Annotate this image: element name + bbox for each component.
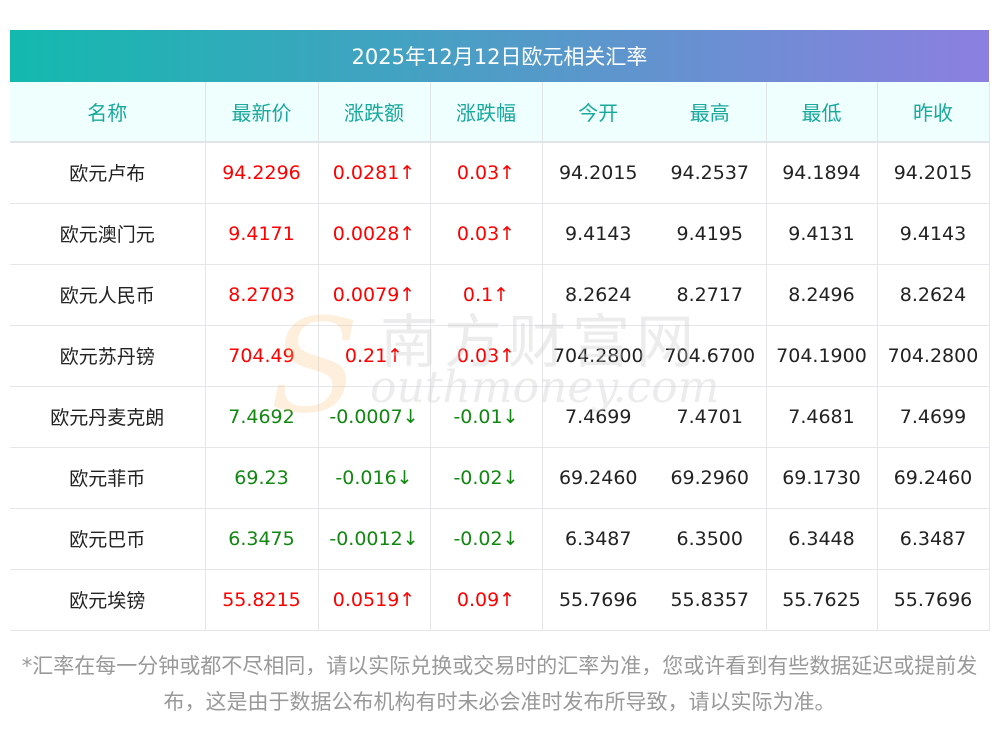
column-header-high: 最高 bbox=[654, 82, 767, 143]
table-row: 欧元菲币 69.23 -0.016↓ -0.02↓ 69.2460 69.2960 69.1… bbox=[10, 447, 990, 509]
table-row: 欧元苏丹镑 704.49 0.21↑ 0.03↑ 704.2800 704.6700 704… bbox=[10, 325, 990, 387]
cell-low: 8.2496 bbox=[766, 264, 878, 326]
cell-prev: 6.3487 bbox=[877, 508, 990, 570]
cell-prev: 8.2624 bbox=[877, 264, 990, 326]
cell-change: 0.21↑ bbox=[318, 325, 431, 387]
table-row: 欧元澳门元 9.4171 0.0028↑ 0.03↑ 9.4143 9.4195 9.413… bbox=[10, 203, 990, 265]
column-header-open: 今开 bbox=[542, 82, 654, 143]
cell-name: 欧元菲币 bbox=[10, 447, 206, 509]
cell-low: 69.1730 bbox=[766, 447, 878, 509]
cell-pct: 0.03↑ bbox=[430, 203, 543, 265]
cell-name: 欧元埃镑 bbox=[10, 569, 206, 631]
cell-prev: 69.2460 bbox=[877, 447, 990, 509]
column-header-low: 最低 bbox=[766, 82, 878, 143]
cell-name: 欧元巴币 bbox=[10, 508, 206, 570]
cell-open: 704.2800 bbox=[542, 325, 654, 387]
cell-low: 704.1900 bbox=[766, 325, 878, 387]
cell-open: 9.4143 bbox=[542, 203, 654, 265]
column-header-price: 最新价 bbox=[205, 82, 319, 143]
cell-low: 9.4131 bbox=[766, 203, 878, 265]
cell-price: 7.4692 bbox=[205, 386, 319, 448]
cell-low: 7.4681 bbox=[766, 386, 878, 448]
cell-open: 94.2015 bbox=[542, 142, 654, 204]
column-header-change: 涨跌额 bbox=[318, 82, 431, 143]
cell-price: 55.8215 bbox=[205, 569, 319, 631]
cell-prev: 7.4699 bbox=[877, 386, 990, 448]
cell-high: 94.2537 bbox=[654, 142, 767, 204]
cell-change: -0.016↓ bbox=[318, 447, 431, 509]
cell-pct: -0.02↓ bbox=[430, 447, 543, 509]
cell-change: 0.0079↑ bbox=[318, 264, 431, 326]
cell-name: 欧元苏丹镑 bbox=[10, 325, 206, 387]
cell-change: -0.0012↓ bbox=[318, 508, 431, 570]
cell-price: 8.2703 bbox=[205, 264, 319, 326]
cell-pct: -0.01↓ bbox=[430, 386, 543, 448]
cell-name: 欧元丹麦克朗 bbox=[10, 386, 206, 448]
table-row: 欧元人民币 8.2703 0.0079↑ 0.1↑ 8.2624 8.2717 8.2496… bbox=[10, 264, 990, 326]
cell-price: 6.3475 bbox=[205, 508, 319, 570]
cell-name: 欧元澳门元 bbox=[10, 203, 206, 265]
cell-prev: 704.2800 bbox=[877, 325, 990, 387]
cell-low: 94.1894 bbox=[766, 142, 878, 204]
cell-prev: 55.7696 bbox=[877, 569, 990, 631]
cell-open: 6.3487 bbox=[542, 508, 654, 570]
cell-high: 9.4195 bbox=[654, 203, 767, 265]
cell-name: 欧元卢布 bbox=[10, 142, 206, 204]
cell-pct: 0.1↑ bbox=[430, 264, 543, 326]
cell-open: 55.7696 bbox=[542, 569, 654, 631]
column-header-name: 名称 bbox=[10, 82, 206, 143]
exchange-rate-table: 名称 最新价 涨跌额 涨跌幅 今开 最高 最低 昨收 欧元卢布 94.2296 0.0281↑ 0.… bbox=[10, 82, 990, 631]
cell-change: 0.0519↑ bbox=[318, 569, 431, 631]
cell-prev: 9.4143 bbox=[877, 203, 990, 265]
cell-pct: -0.02↓ bbox=[430, 508, 543, 570]
cell-high: 8.2717 bbox=[654, 264, 767, 326]
cell-low: 55.7625 bbox=[766, 569, 878, 631]
cell-price: 94.2296 bbox=[205, 142, 319, 204]
table-row: 欧元丹麦克朗 7.4692 -0.0007↓ -0.01↓ 7.4699 7.4701 7.… bbox=[10, 386, 990, 448]
cell-high: 7.4701 bbox=[654, 386, 767, 448]
cell-open: 7.4699 bbox=[542, 386, 654, 448]
cell-high: 6.3500 bbox=[654, 508, 767, 570]
cell-pct: 0.03↑ bbox=[430, 325, 543, 387]
cell-pct: 0.09↑ bbox=[430, 569, 543, 631]
cell-low: 6.3448 bbox=[766, 508, 878, 570]
cell-price: 704.49 bbox=[205, 325, 319, 387]
cell-change: -0.0007↓ bbox=[318, 386, 431, 448]
table-row: 欧元埃镑 55.8215 0.0519↑ 0.09↑ 55.7696 55.8357 55.… bbox=[10, 569, 990, 631]
cell-high: 55.8357 bbox=[654, 569, 767, 631]
cell-high: 69.2960 bbox=[654, 447, 767, 509]
cell-price: 9.4171 bbox=[205, 203, 319, 265]
cell-change: 0.0028↑ bbox=[318, 203, 431, 265]
cell-high: 704.6700 bbox=[654, 325, 767, 387]
disclaimer-note: *汇率在每一分钟或都不尽相同，请以实际兑换或交易时的汇率为准，您或许看到有些数据… bbox=[21, 654, 978, 714]
table-row: 欧元巴币 6.3475 -0.0012↓ -0.02↓ 6.3487 6.3500 6.34… bbox=[10, 508, 990, 570]
cell-pct: 0.03↑ bbox=[430, 142, 543, 204]
table-row: 欧元卢布 94.2296 0.0281↑ 0.03↑ 94.2015 94.2537 94.… bbox=[10, 142, 990, 204]
header-row: 名称 最新价 涨跌额 涨跌幅 今开 最高 最低 昨收 bbox=[10, 82, 990, 143]
cell-prev: 94.2015 bbox=[877, 142, 990, 204]
cell-open: 8.2624 bbox=[542, 264, 654, 326]
cell-name: 欧元人民币 bbox=[10, 264, 206, 326]
column-header-pct: 涨跌幅 bbox=[430, 82, 543, 143]
cell-change: 0.0281↑ bbox=[318, 142, 431, 204]
cell-open: 69.2460 bbox=[542, 447, 654, 509]
column-header-prev: 昨收 bbox=[877, 82, 990, 143]
table-title: 2025年12月12日欧元相关汇率 bbox=[10, 30, 989, 82]
cell-price: 69.23 bbox=[205, 447, 319, 509]
